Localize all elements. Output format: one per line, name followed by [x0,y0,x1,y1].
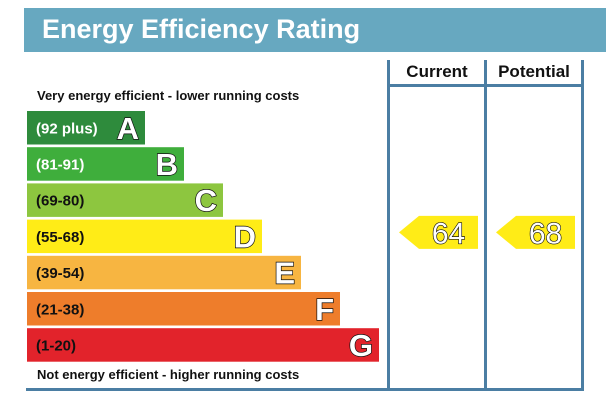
potential-rating-arrow [496,215,575,249]
table-border-middle [484,60,487,390]
band-f-range: (21-38) [36,301,84,318]
potential-column-header: Potential [498,62,570,81]
band-f-bar [27,292,340,326]
band-b-bar [27,147,184,181]
band-b-range: (81-91) [36,156,84,173]
band-g-bar [27,328,379,362]
band-a-range: (92 plus) [36,120,98,137]
band-g-letter: G [349,328,373,363]
band-d-range: (55-68) [36,229,84,246]
table-header-rule [387,84,584,87]
potential-rating-value: 68 [529,217,562,250]
band-c-letter: C [195,183,217,218]
band-b-letter: B [156,147,178,182]
table-border-left [387,60,390,390]
band-c-range: (69-80) [36,193,84,210]
table-border-bottom [26,388,584,391]
header-bar: Energy Efficiency Rating [24,8,606,52]
band-e-range: (39-54) [36,265,84,282]
table-border-right [581,60,584,390]
band-g-range: (1-20) [36,337,76,354]
band-f-letter: F [315,292,334,327]
caption-inefficient: Not energy efficient - higher running co… [37,367,300,382]
band-c-bar [27,183,223,217]
band-a-bar [27,111,145,145]
band-d-letter: D [234,219,256,254]
caption-efficient: Very energy efficient - lower running co… [37,88,300,103]
band-e-bar [27,255,301,290]
current-column-header: Current [406,62,468,81]
band-e-letter: E [274,256,295,291]
band-d-bar [27,219,262,254]
current-rating-value: 64 [432,217,465,250]
page-title: Energy Efficiency Rating [42,14,361,44]
band-a-letter: A [117,111,139,146]
current-rating-arrow [399,215,478,249]
